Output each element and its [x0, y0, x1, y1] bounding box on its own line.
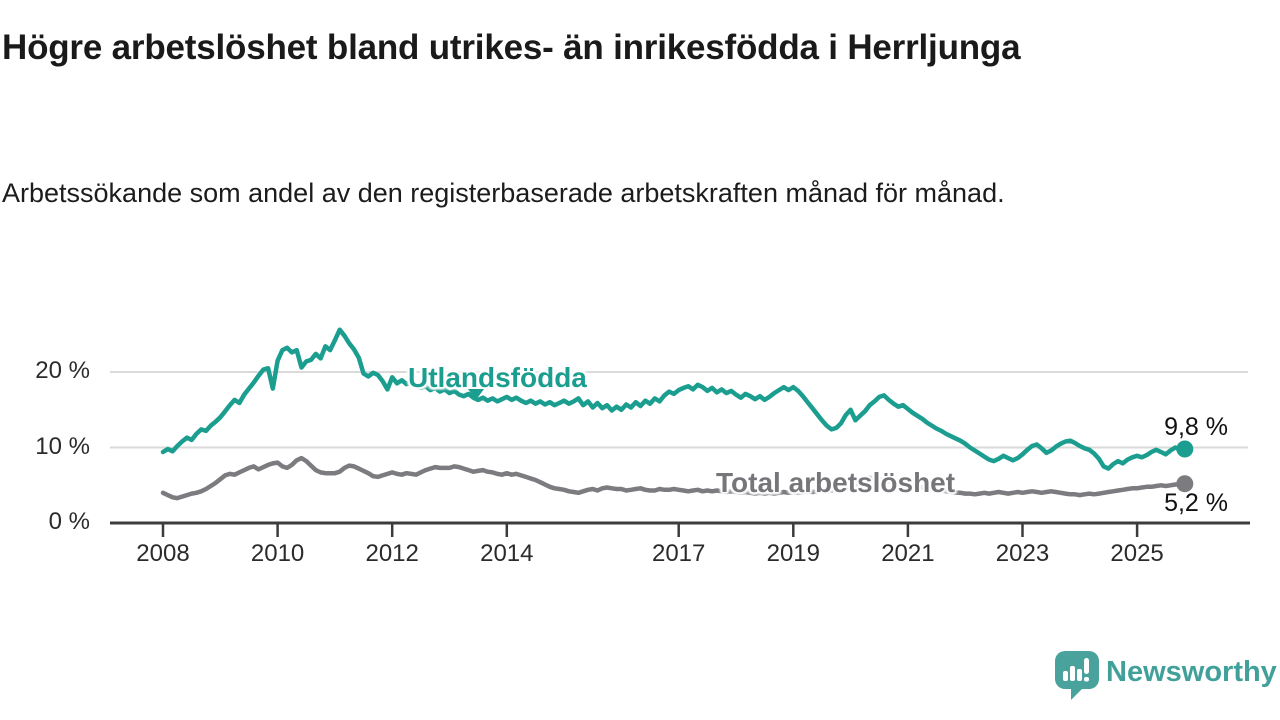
x-tick-label: 2023 [995, 540, 1050, 567]
x-tick-label: 2019 [766, 540, 820, 567]
x-tick-label: 2010 [250, 540, 305, 567]
x-tick-label: 2008 [136, 540, 190, 567]
end-dot [1176, 440, 1194, 458]
end-dot [1176, 475, 1194, 493]
series-line-total-arbetsl-shet [160, 455, 1188, 501]
x-tick-label: 2021 [881, 540, 935, 567]
y-tick-label: 10 % [35, 432, 90, 460]
series-line-utlandsf-dda [160, 327, 1188, 471]
series-paths [160, 327, 1188, 501]
newsworthy-logo: Newsworthy [1054, 648, 1280, 700]
page-subtitle: Arbetssökande som andel av den registerb… [2, 178, 1005, 208]
page-title: Högre arbetslöshet bland utrikes- än inr… [2, 28, 1021, 67]
newsworthy-logo-text: Newsworthy [1106, 656, 1277, 688]
label-pointer-triangle-icon [468, 389, 484, 400]
x-tick-label: 2012 [365, 540, 419, 567]
x-tick-label: 2014 [480, 540, 534, 567]
series-label-utlandsfodda: Utlandsfödda [408, 362, 587, 393]
y-tick-label: 0 % [48, 508, 90, 535]
series-label-total-arbetsloshet: Total arbetslöshet [716, 467, 956, 498]
end-dots [1176, 440, 1194, 493]
x-tick-label: 2017 [651, 540, 706, 567]
gridlines [110, 371, 1248, 449]
x-axis [110, 521, 1250, 537]
y-tick-label: 20 % [35, 357, 90, 384]
x-tick-label: 2025 [1110, 540, 1164, 567]
end-value-label-utlandsfodda: 9,8 % [1164, 413, 1228, 441]
newsworthy-logo-icon [1055, 651, 1099, 700]
end-value-label-total: 5,2 % [1164, 489, 1228, 517]
